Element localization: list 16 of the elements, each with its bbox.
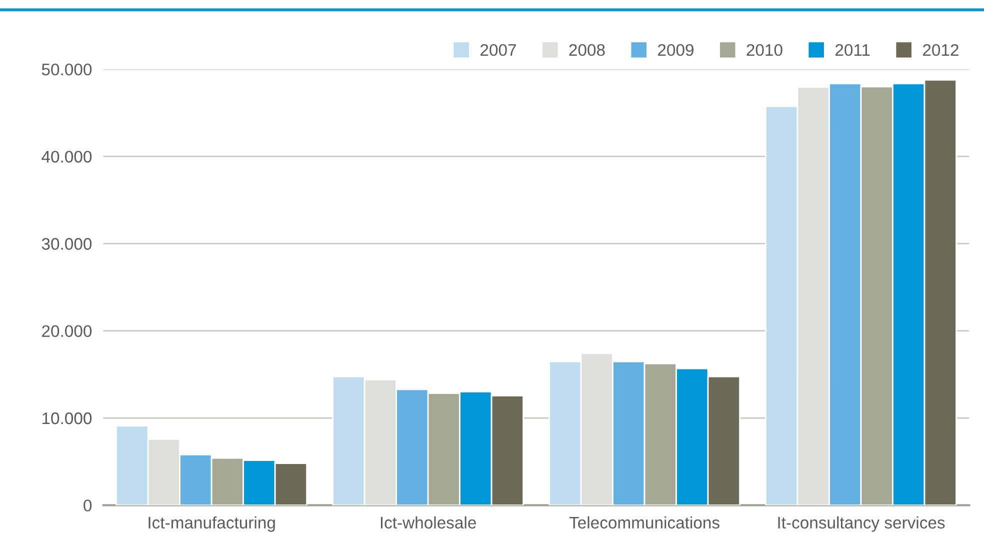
y-tick-label: 20.000: [42, 325, 92, 338]
legend-label: 2007: [480, 44, 516, 56]
legend-label: 2009: [658, 44, 694, 56]
x-tick-label: It-consultancy services: [778, 516, 945, 532]
y-tick-label: 50.000: [42, 64, 92, 76]
legend-label: 2012: [923, 44, 958, 56]
y-tick-label: 10.000: [42, 412, 92, 424]
legend-label: 2008: [569, 44, 605, 56]
x-tick-label: Ict-wholesale: [380, 516, 476, 529]
y-tick-label: 30.000: [42, 238, 92, 250]
x-tick-label: Ict-manufacturing: [148, 516, 275, 532]
y-tick-label: 40.000: [42, 150, 92, 163]
y-tick-label: 0: [84, 500, 92, 512]
legend-label: 2010: [746, 44, 782, 56]
x-tick-label: Telecommunications: [569, 516, 720, 529]
legend-label: 2011: [835, 44, 870, 56]
